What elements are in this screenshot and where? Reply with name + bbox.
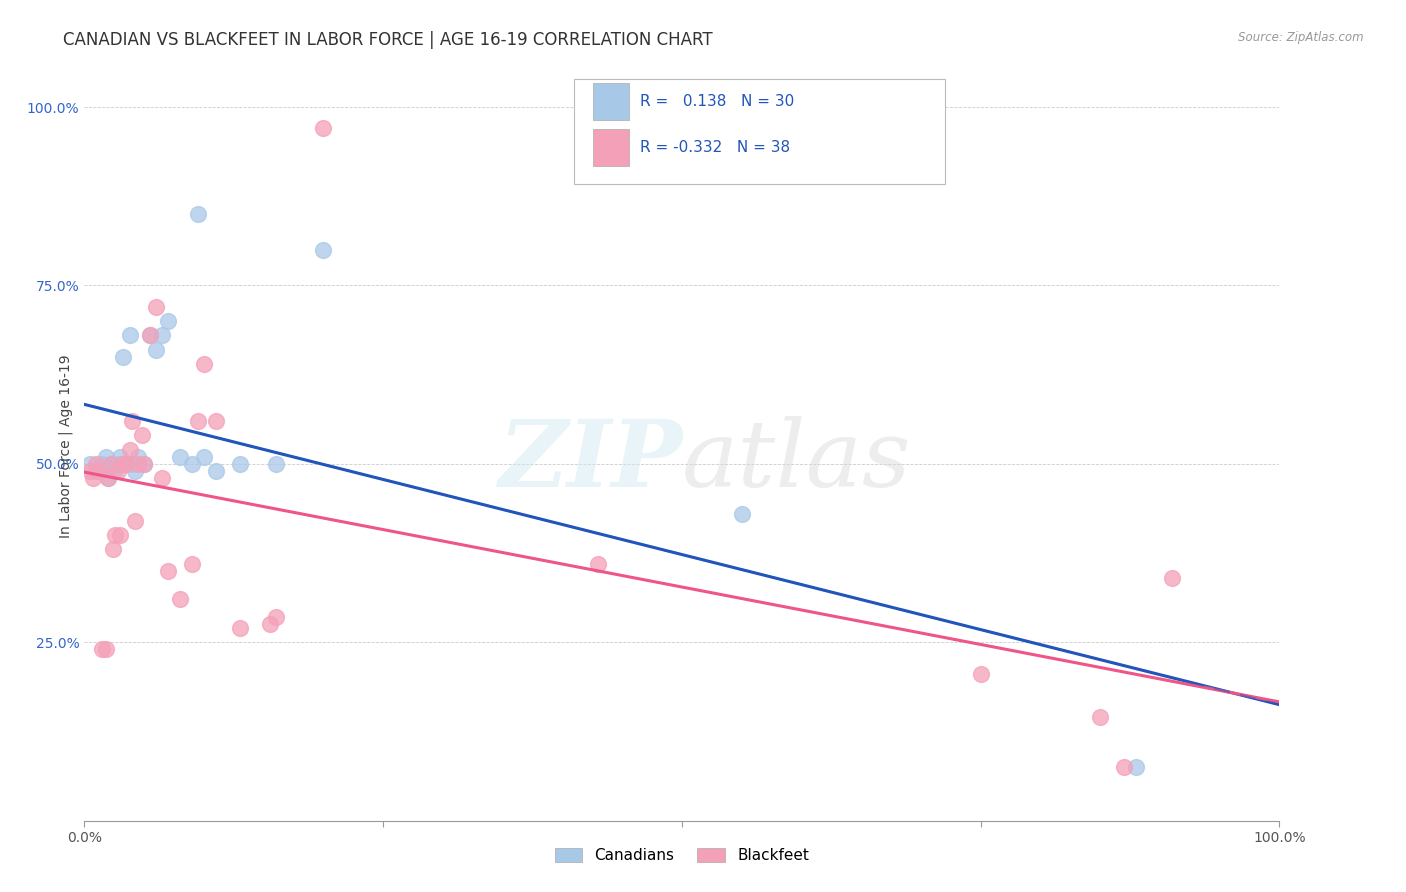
Text: Source: ZipAtlas.com: Source: ZipAtlas.com — [1239, 31, 1364, 45]
Point — [181, 457, 204, 471]
Point — [127, 450, 149, 464]
Point — [1090, 710, 1112, 724]
Point — [115, 457, 138, 471]
Point — [150, 471, 173, 485]
Point — [157, 314, 180, 328]
Point — [205, 414, 228, 428]
Point — [1125, 760, 1147, 774]
Point — [97, 471, 120, 485]
Point — [82, 471, 104, 485]
Point — [205, 464, 228, 478]
Point — [100, 457, 122, 471]
Point — [157, 564, 180, 578]
Text: CANADIAN VS BLACKFEET IN LABOR FORCE | AGE 16-19 CORRELATION CHART: CANADIAN VS BLACKFEET IN LABOR FORCE | A… — [63, 31, 713, 49]
Point — [121, 414, 143, 428]
Point — [169, 450, 191, 464]
Point — [139, 328, 162, 343]
Point — [169, 592, 191, 607]
Point — [121, 457, 143, 471]
Point — [91, 642, 114, 657]
FancyBboxPatch shape — [593, 128, 630, 166]
Point — [101, 542, 124, 557]
Point — [1161, 571, 1184, 585]
Point — [86, 464, 108, 478]
Point — [187, 207, 209, 221]
Point — [124, 514, 146, 528]
Point — [150, 328, 173, 343]
Point — [115, 457, 138, 471]
Point — [91, 457, 114, 471]
Legend: Canadians, Blackfeet: Canadians, Blackfeet — [548, 841, 815, 869]
Point — [94, 450, 117, 464]
Point — [104, 528, 127, 542]
Point — [181, 557, 204, 571]
Point — [79, 464, 101, 478]
Text: R = -0.332   N = 38: R = -0.332 N = 38 — [640, 140, 790, 155]
Point — [132, 457, 156, 471]
Point — [731, 507, 754, 521]
Point — [103, 464, 125, 478]
Point — [264, 457, 287, 471]
Point — [124, 464, 146, 478]
Point — [107, 464, 129, 478]
Point — [145, 300, 167, 314]
Point — [100, 457, 122, 471]
Point — [110, 450, 132, 464]
Point — [87, 464, 110, 478]
Point — [118, 442, 141, 457]
Point — [187, 414, 209, 428]
Point — [264, 610, 287, 624]
Point — [193, 357, 215, 371]
Point — [139, 328, 162, 343]
Text: R =   0.138   N = 30: R = 0.138 N = 30 — [640, 95, 794, 109]
Point — [111, 457, 134, 471]
Point — [229, 621, 252, 635]
Point — [132, 457, 156, 471]
Point — [588, 557, 610, 571]
FancyBboxPatch shape — [575, 78, 945, 184]
Point — [118, 328, 141, 343]
Point — [131, 428, 153, 442]
Point — [127, 457, 149, 471]
Point — [1114, 760, 1136, 774]
Point — [110, 528, 132, 542]
Text: atlas: atlas — [682, 416, 911, 506]
Point — [145, 343, 167, 357]
FancyBboxPatch shape — [593, 83, 630, 120]
Point — [312, 243, 335, 257]
Point — [229, 457, 252, 471]
Text: ZIP: ZIP — [498, 416, 682, 506]
Y-axis label: In Labor Force | Age 16-19: In Labor Force | Age 16-19 — [59, 354, 73, 538]
Point — [193, 450, 215, 464]
Point — [970, 667, 993, 681]
Point — [107, 457, 129, 471]
Point — [97, 471, 120, 485]
Point — [79, 457, 101, 471]
Point — [259, 617, 281, 632]
Point — [94, 642, 117, 657]
Point — [111, 350, 134, 364]
Point — [312, 121, 335, 136]
Point — [86, 457, 108, 471]
